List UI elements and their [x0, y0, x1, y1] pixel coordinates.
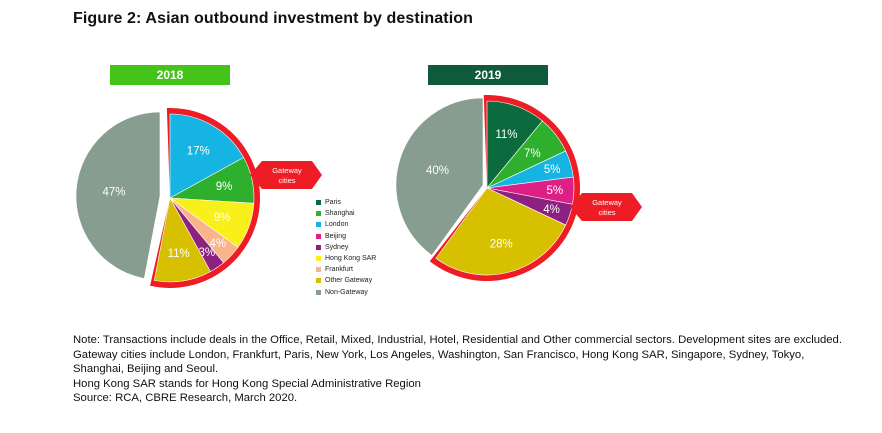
legend-item-london: London: [316, 219, 376, 230]
figure-title: Figure 2: Asian outbound investment by d…: [73, 10, 473, 27]
data-label-paris: 11%: [495, 129, 517, 141]
legend-swatch: [316, 200, 321, 206]
legend-item-non-gateway: Non-Gateway: [316, 287, 376, 298]
data-label-non-gateway: 47%: [102, 187, 125, 199]
legend-label: Frankfurt: [325, 266, 354, 274]
legend-label: Paris: [325, 199, 341, 207]
legend-swatch: [316, 267, 321, 273]
legend-label: Shanghai: [325, 210, 355, 218]
legend-label: Beijing: [325, 232, 347, 240]
legend-item-sydney: Sydney: [316, 242, 376, 253]
slice-other-gateway: [435, 187, 567, 276]
notes: Note: Transactions include deals in the …: [73, 333, 843, 406]
note-line: Hong Kong SAR stands for Hong Kong Speci…: [73, 377, 421, 390]
year-label-2019: 2019: [428, 65, 548, 85]
legend-swatch: [316, 233, 321, 239]
data-label-frankfurt: 4%: [209, 238, 226, 250]
legend-item-frankfurt: Frankfurt: [316, 264, 376, 275]
data-label-shanghai: 7%: [524, 148, 541, 160]
legend-label: Non-Gateway: [325, 288, 368, 296]
gateway-callout-label: Gateway: [272, 166, 302, 175]
legend-swatch: [316, 222, 321, 228]
data-label-beijing: 5%: [547, 185, 564, 197]
legend-item-hong-kong-sar: Hong Kong SAR: [316, 253, 376, 264]
data-label-other-gateway: 11%: [168, 248, 190, 260]
legend-label: Hong Kong SAR: [325, 255, 377, 263]
data-label-other-gateway: 28%: [490, 239, 513, 251]
legend-item-other-gateway: Other Gateway: [316, 275, 376, 286]
data-label-sydney: 3%: [199, 247, 216, 259]
legend-item-beijing: Beijing: [316, 231, 376, 242]
slice-non-gateway: [395, 97, 484, 256]
data-label-sydney: 4%: [543, 204, 560, 216]
legend-swatch: [316, 244, 321, 250]
year-label-2018: 2018: [110, 65, 230, 85]
gateway-callout-2019: [570, 193, 642, 221]
legend-swatch: [316, 211, 321, 217]
gateway-callout-2018: [250, 161, 322, 189]
slice-non-gateway: [75, 111, 161, 279]
legend-label: Other Gateway: [325, 277, 373, 285]
data-label-hong-kong-sar: 9%: [214, 212, 231, 224]
data-label-london: 17%: [187, 145, 210, 157]
gateway-callout-label: cities: [598, 208, 615, 217]
legend-swatch: [316, 289, 321, 295]
data-label-london: 5%: [544, 164, 561, 176]
slice-other-gateway: [153, 197, 211, 283]
legend-item-shanghai: Shanghai: [316, 208, 376, 219]
legend-label: Sydney: [325, 243, 349, 251]
note-line: Note: Transactions include deals in the …: [73, 334, 842, 346]
data-label-shanghai: 9%: [216, 181, 233, 193]
legend-swatch: [316, 256, 321, 262]
legend-swatch: [316, 278, 321, 284]
data-label-non-gateway: 40%: [426, 165, 449, 177]
gateway-callout-label: Gateway: [592, 198, 622, 207]
note-line: Gateway cities include London, Frankfurt…: [73, 348, 805, 376]
gateway-callout-label: cities: [278, 176, 295, 185]
legend-item-paris: Paris: [316, 197, 376, 208]
slice-london: [169, 113, 245, 199]
note-line: Source: RCA, CBRE Research, March 2020.: [73, 392, 298, 405]
legend: Paris Shanghai London Beijing Sydney Hong Kon…: [316, 197, 376, 298]
legend-label: London: [325, 221, 349, 229]
